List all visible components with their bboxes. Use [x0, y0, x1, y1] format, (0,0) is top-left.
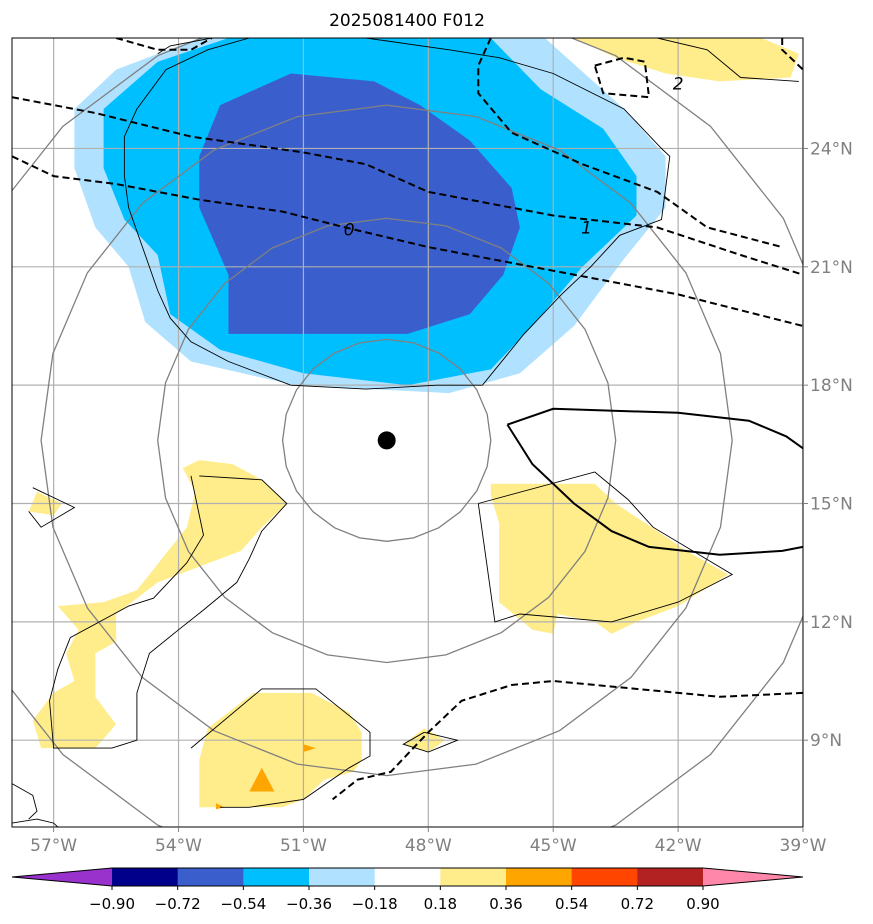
coastline-6	[402, 731, 459, 753]
contour-line-5	[781, 38, 803, 71]
contour-line-4	[593, 56, 651, 99]
colorbar-tick-label: 0.18	[424, 895, 457, 913]
contour-line-8	[506, 424, 803, 556]
filled-region-2	[199, 73, 520, 334]
coastline-8	[12, 783, 38, 820]
contour-line-2	[115, 38, 213, 51]
map-panel: 0 1 2	[12, 38, 803, 827]
filled-contours	[28, 38, 799, 810]
contour-line-3	[477, 38, 783, 249]
range-rings	[12, 38, 803, 827]
coastline-3	[49, 475, 288, 749]
chart-title: 2025081400 F012	[329, 11, 485, 31]
colorbar-segment-3	[309, 868, 376, 886]
colorbar-tick-label: 0.72	[621, 895, 654, 913]
contour-label-2: 2	[673, 74, 684, 94]
range-ring-3	[12, 38, 803, 827]
y-tick-label: 18°N	[810, 376, 853, 396]
colorbar-tick-label: 0.90	[686, 895, 719, 913]
colorbar-segment-8	[637, 868, 704, 886]
contour-label-1: 1	[581, 218, 592, 238]
colorbar-tick-label: −0.54	[220, 895, 266, 913]
contour-line-7	[507, 407, 803, 450]
contour-line-0	[12, 96, 803, 276]
y-tick-label: 12°N	[810, 613, 853, 633]
x-tick-label: 54°W	[155, 836, 202, 856]
coastline-2	[657, 38, 799, 82]
x-tick-label: 45°W	[530, 836, 577, 856]
colorbar-tick-label: −0.36	[286, 895, 332, 913]
contour-label-0: 0	[344, 220, 355, 240]
coastline-4	[28, 487, 76, 528]
range-ring-1	[157, 217, 617, 664]
storm-center-dot	[377, 431, 396, 450]
colorbar-extend-high	[703, 868, 803, 886]
x-tick-label: 57°W	[30, 836, 77, 856]
coastline-1	[157, 38, 212, 55]
map-frame	[11, 37, 804, 828]
colorbar: −0.90 −0.72 −0.54 −0.36 −0.18 0.18 0.36 0.54 0.7…	[11, 867, 804, 913]
coastline-7	[477, 471, 734, 623]
colorbar-segment-1	[177, 868, 244, 886]
colorbar-segment-2	[243, 868, 310, 886]
colorbar-extend-low	[12, 868, 112, 886]
y-tick-label: 21°N	[810, 258, 853, 278]
range-ring-2	[40, 104, 733, 777]
filled-region-9	[249, 767, 275, 792]
x-tick-label: 42°W	[655, 836, 702, 856]
x-tick-labels: 57°W 54°W 51°W 48°W 45°W 42°W 39°W	[30, 827, 827, 856]
filled-region-7	[199, 692, 362, 808]
colorbar-segment-5	[440, 868, 507, 886]
y-tick-label: 24°N	[810, 139, 853, 159]
colorbar-segment-6	[506, 868, 573, 886]
filled-region-3	[574, 38, 799, 82]
x-tick-label: 48°W	[405, 836, 452, 856]
colorbar-segment-0	[112, 868, 179, 886]
contour-line-1	[12, 155, 803, 327]
colorbar-segment-4	[374, 868, 441, 886]
coastline-0	[123, 38, 671, 390]
filled-region-4	[32, 460, 287, 749]
colorbar-tick-label: −0.72	[155, 895, 201, 913]
y-tick-labels: 9°N 12°N 15°N 18°N 21°N 24°N	[803, 139, 853, 751]
colorbar-tick-label: 0.36	[489, 895, 522, 913]
contour-lines	[12, 38, 803, 801]
gridlines	[12, 38, 803, 827]
colorbar-tick-label: 0.54	[555, 895, 588, 913]
y-tick-label: 9°N	[810, 731, 842, 751]
filled-region-11	[303, 744, 316, 752]
coastlines	[12, 38, 799, 827]
coastline-5	[190, 688, 371, 808]
colorbar-segment-7	[571, 868, 638, 886]
contour-labels: 0 1 2	[344, 74, 684, 240]
colorbar-tick-label: −0.90	[89, 895, 135, 913]
x-tick-label: 39°W	[780, 836, 827, 856]
x-tick-label: 51°W	[280, 836, 327, 856]
y-tick-label: 15°N	[810, 495, 853, 515]
colorbar-tick-label: −0.18	[352, 895, 398, 913]
coastline-9	[12, 818, 59, 827]
contour-line-6	[331, 679, 803, 801]
range-ring-0	[281, 338, 492, 542]
center-marker	[377, 431, 396, 450]
